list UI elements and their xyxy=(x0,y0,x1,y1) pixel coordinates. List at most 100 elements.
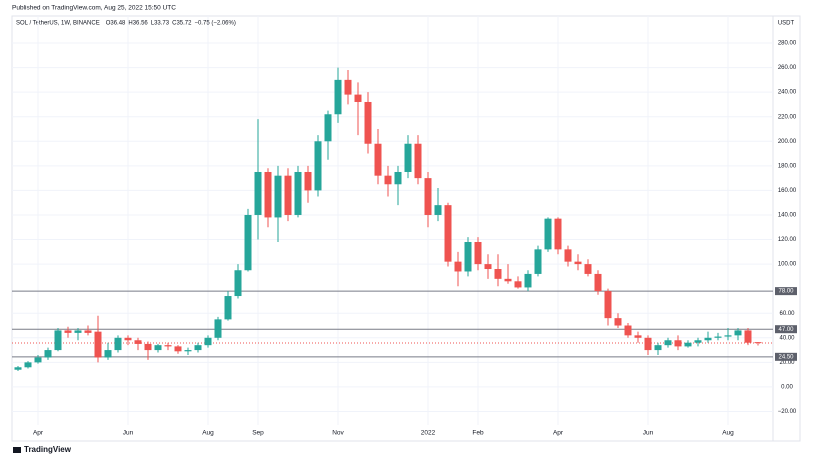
candle-body xyxy=(14,367,22,370)
candle-body xyxy=(414,143,422,179)
candle-body xyxy=(284,175,292,215)
ohlc-label: −0.75 (−2.06%) xyxy=(194,21,235,27)
x-tick-label: 2022 xyxy=(421,430,436,437)
candle-body xyxy=(484,264,492,270)
candle-body xyxy=(674,340,682,347)
candle-body xyxy=(574,261,582,265)
candle-body xyxy=(144,343,152,351)
candle-body xyxy=(174,346,182,352)
level-badge xyxy=(775,352,797,361)
x-tick-label: Jun xyxy=(123,430,134,437)
candle-body xyxy=(274,175,282,218)
x-tick-label: Apr xyxy=(553,430,564,437)
candle-body xyxy=(204,337,212,346)
candle-body xyxy=(744,330,752,343)
x-tick-label: Aug xyxy=(202,430,214,437)
candle-body xyxy=(444,205,452,262)
candle-body xyxy=(54,330,62,351)
currency: USDT xyxy=(778,21,795,27)
candle-body xyxy=(434,205,442,215)
candle-body xyxy=(234,270,242,297)
y-tick-label: 20.00 xyxy=(779,360,795,366)
candle-body xyxy=(124,337,132,341)
brand-logo xyxy=(13,447,21,453)
candle-body xyxy=(64,330,72,333)
candle-body xyxy=(714,336,722,338)
candle-body xyxy=(104,350,112,358)
x-tick-label: Aug xyxy=(722,430,734,437)
candle-body xyxy=(114,337,122,351)
y-tick-label: −20.00 xyxy=(778,409,797,415)
candle-body xyxy=(694,340,702,343)
plot-frame xyxy=(11,15,801,442)
ohlc-label: C35.72 xyxy=(172,21,192,27)
ohlc-label: H36.56 xyxy=(128,21,148,27)
x-tick-label: Sep xyxy=(252,430,264,437)
candle-body xyxy=(594,273,602,292)
candle-body xyxy=(254,171,262,215)
y-tick-label: 200.00 xyxy=(778,139,797,145)
candle-body xyxy=(164,345,172,347)
candle-body xyxy=(304,171,312,191)
y-tick-label: 260.00 xyxy=(778,65,797,71)
candle-body xyxy=(644,337,652,351)
candle-body xyxy=(754,342,762,344)
candle-body xyxy=(74,330,82,333)
legend: SOL / TetherUS, 1W, BINANCE xyxy=(16,21,100,27)
x-tick-label: Apr xyxy=(33,430,44,437)
candle-body xyxy=(474,241,482,265)
y-tick-label: 0.00 xyxy=(781,385,793,391)
candle-body xyxy=(324,114,332,142)
level-badge xyxy=(775,325,797,334)
candle-body xyxy=(394,171,402,185)
candle-body xyxy=(664,340,672,346)
candle-body xyxy=(544,218,552,250)
candle-body xyxy=(634,335,642,338)
level-label: 78.00 xyxy=(778,289,794,295)
candle-body xyxy=(34,357,42,363)
candle-body xyxy=(244,214,252,271)
candle-body xyxy=(734,330,742,336)
ohlc-label: L33.73 xyxy=(151,21,170,27)
candle-body xyxy=(214,319,222,338)
candle-body xyxy=(154,345,162,351)
candle-body xyxy=(44,350,52,358)
candle-body xyxy=(564,249,572,262)
candle-body xyxy=(134,340,142,344)
x-tick-label: Jun xyxy=(643,430,654,437)
candle-body xyxy=(724,335,732,337)
candle-body xyxy=(314,141,322,191)
candle-body xyxy=(354,94,362,102)
level-badge xyxy=(775,287,797,296)
candle-body xyxy=(184,350,192,352)
y-tick-label: 220.00 xyxy=(778,114,797,120)
candle-body xyxy=(494,269,502,279)
candle-body xyxy=(294,171,302,215)
candle-body xyxy=(24,362,32,368)
candle-body xyxy=(384,175,392,185)
candle-body xyxy=(344,79,352,95)
brand: TradingView xyxy=(13,445,72,454)
candle-body xyxy=(654,345,662,351)
candle-body xyxy=(94,331,102,358)
candle-body xyxy=(424,178,432,215)
candle-body xyxy=(604,291,612,319)
y-tick-label: 100.00 xyxy=(778,262,797,268)
y-tick-label: 160.00 xyxy=(778,188,797,194)
candle-body xyxy=(334,79,342,115)
y-tick-label: 60.00 xyxy=(779,311,795,317)
candle-body xyxy=(704,337,712,341)
candle-body xyxy=(584,264,592,274)
y-tick-label: 180.00 xyxy=(778,163,797,169)
candle-body xyxy=(364,101,372,144)
candle-body xyxy=(534,249,542,274)
candle-body xyxy=(614,318,622,326)
candle-body xyxy=(404,143,412,172)
candle-body xyxy=(624,325,632,336)
candle-body xyxy=(374,143,382,176)
candle-body xyxy=(684,342,692,347)
y-tick-label: 120.00 xyxy=(778,237,797,243)
candle-body xyxy=(504,278,512,282)
candle-body xyxy=(554,218,562,250)
ohlc-label: O36.48 xyxy=(106,21,126,27)
